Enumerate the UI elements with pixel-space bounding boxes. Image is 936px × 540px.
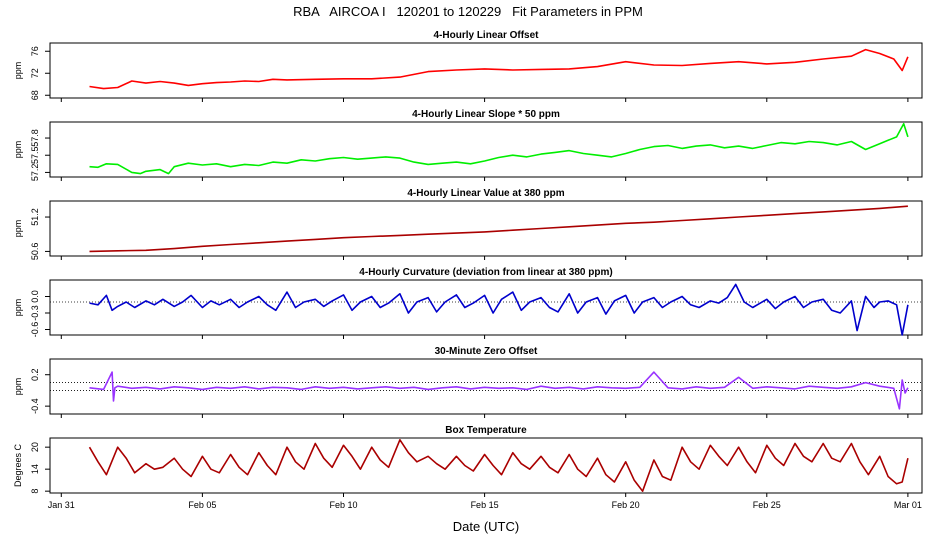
y-tick-label: 20 [30,442,40,452]
y-tick-label: 57.8 [30,129,40,147]
x-tick-label: Feb 15 [471,500,499,510]
panel-frame [49,437,923,494]
series-line [89,48,909,90]
chart-title: RBA AIRCOA I 120201 to 120229 Fit Parame… [293,4,643,19]
x-tick-label: Feb 25 [753,500,781,510]
y-axis-label: ppm [13,141,23,159]
y-tick-label: 76 [30,46,40,56]
y-tick-label: 68 [30,90,40,100]
y-tick-label: -0.6 [30,322,40,338]
y-axis-label: ppm [13,378,23,396]
y-tick-label: 0.2 [30,368,40,381]
x-tick-label: Mar 01 [894,500,922,510]
panel-title: 30-Minute Zero Offset [435,346,538,357]
panel-frame [49,279,923,336]
y-tick-label: 8 [30,489,40,494]
panel-frame [49,42,923,99]
x-tick-label: Feb 20 [612,500,640,510]
y-axis-label: Degrees C [13,443,23,487]
x-tick-label: Jan 31 [48,500,75,510]
x-axis-label: Date (UTC) [453,519,519,534]
panel-frame [49,358,923,415]
y-tick-label: 57.2 [30,164,40,182]
panel-frame [49,121,923,178]
x-tick-label: Feb 10 [329,500,357,510]
y-tick-label: -0.3 [30,305,40,321]
y-tick-label: 51.2 [30,208,40,226]
y-tick-label: 57.5 [30,146,40,164]
y-tick-label: 14 [30,464,40,474]
series-line [89,283,909,336]
panel-title: 4-Hourly Curvature (deviation from linea… [359,267,612,278]
y-axis-label: ppm [13,299,23,317]
series-line [88,439,909,492]
series-line [89,371,909,410]
y-tick-label: -0.4 [30,398,40,414]
y-tick-label: 50.6 [30,243,40,261]
x-tick-label: Feb 05 [188,500,216,510]
panel-title: 4-Hourly Linear Offset [433,30,539,41]
panel-frame [49,200,923,257]
y-tick-label: 72 [30,68,40,78]
panel-title: 4-Hourly Linear Value at 380 ppm [407,188,564,199]
y-tick-label: 0.0 [30,290,40,303]
y-axis-label: ppm [13,62,23,80]
panel-title: Box Temperature [445,425,527,436]
y-axis-label: ppm [13,220,23,238]
panel-title: 4-Hourly Linear Slope * 50 ppm [412,109,560,120]
series-line [89,122,909,175]
series-line [89,205,908,253]
